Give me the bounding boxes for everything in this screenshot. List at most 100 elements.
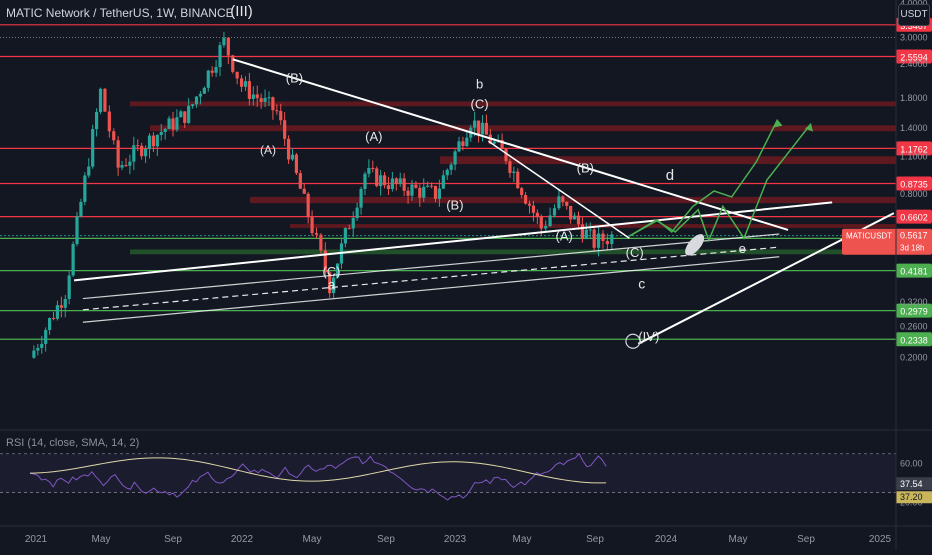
wave-label: (C) <box>471 96 489 111</box>
candle <box>239 78 244 87</box>
price-label: 0.2338 <box>900 335 928 345</box>
candle <box>544 226 548 229</box>
candle <box>247 81 251 99</box>
y-tick-label: 2.4000 <box>900 59 928 69</box>
candle <box>132 145 136 162</box>
channel-mid <box>82 246 780 311</box>
candle <box>183 111 187 123</box>
candle <box>610 234 614 245</box>
candle <box>512 171 516 173</box>
descending-trendline <box>232 58 789 231</box>
wave-label: (C) <box>626 245 644 260</box>
candle <box>552 208 557 216</box>
candle <box>263 97 267 102</box>
candle <box>63 299 67 308</box>
price-zone <box>440 156 896 165</box>
candle <box>67 275 71 300</box>
candle <box>218 45 222 68</box>
candle <box>398 178 402 184</box>
candle <box>306 193 310 218</box>
rsi-band <box>0 453 896 493</box>
wave-label: a <box>328 276 336 292</box>
x-tick-label: 2023 <box>444 534 467 545</box>
price-label-tag <box>896 141 932 156</box>
candle <box>588 229 592 231</box>
candle <box>319 234 323 251</box>
candle <box>243 81 248 87</box>
candle <box>480 122 485 135</box>
candle <box>465 137 469 146</box>
candle <box>371 167 375 169</box>
rsi-ma-line <box>29 457 607 484</box>
candle <box>386 185 391 189</box>
projection-path-2 <box>629 123 812 243</box>
wave-label: (B) <box>577 160 594 175</box>
candle <box>527 203 532 206</box>
candle <box>147 135 152 149</box>
chart-title: MATIC Network / TetherUS, 1W, BINANCE <box>6 6 234 20</box>
candle <box>335 263 340 278</box>
candle <box>128 161 132 166</box>
y-tick-label: 3.0000 <box>900 33 928 43</box>
y-tick-label: 1.4000 <box>900 123 928 133</box>
currency-button[interactable]: USDT <box>898 4 930 26</box>
y-tick-label: 0.2600 <box>900 322 928 332</box>
candle <box>32 350 36 358</box>
price-label: 0.8735 <box>900 180 928 190</box>
candle <box>171 118 175 130</box>
price-label-tag <box>896 303 932 318</box>
candle <box>441 175 445 189</box>
lightning-icon <box>625 333 641 349</box>
x-tick-label: Sep <box>797 534 815 545</box>
candle <box>298 173 302 189</box>
candle <box>44 330 48 344</box>
candle <box>255 94 259 99</box>
rsi-value-tag <box>896 477 932 491</box>
candle <box>355 207 359 219</box>
candle <box>214 67 218 73</box>
candle <box>136 145 140 147</box>
candle <box>422 186 426 198</box>
wave-label: (A) <box>365 129 382 144</box>
projection-arrow <box>773 119 783 128</box>
candle <box>445 169 449 176</box>
candle <box>402 178 406 191</box>
candle <box>596 233 601 248</box>
wave-label: d <box>666 167 674 184</box>
price-label-tag <box>896 332 932 347</box>
candle <box>40 343 44 348</box>
candle <box>449 164 453 170</box>
candle <box>508 161 512 173</box>
candle <box>79 201 83 217</box>
wave-labels: (III)(B)(A)(A)b(C)(B)(B)(A)(C)(C)a cde(IV… <box>230 3 746 344</box>
candle <box>231 55 235 72</box>
wave-label: (III) <box>230 3 253 20</box>
wave-label: (C) <box>322 264 340 279</box>
x-tick-label: May <box>303 534 322 545</box>
rsi-value: 37.54 <box>900 479 923 489</box>
candle <box>343 228 347 244</box>
candle <box>332 277 336 294</box>
price-label: 2.5594 <box>900 52 928 62</box>
y-tick-label: 1.1000 <box>900 151 928 161</box>
wave-label: e <box>739 241 746 256</box>
wave-label: b <box>476 77 483 92</box>
price-zone <box>130 101 896 107</box>
candle <box>103 88 107 112</box>
candle <box>429 185 434 187</box>
ascending-trendline <box>73 201 833 282</box>
channel-lower <box>82 256 780 323</box>
candle <box>290 154 295 160</box>
candle <box>222 37 226 46</box>
price-zone <box>130 249 896 255</box>
candle <box>251 94 255 99</box>
y-tick-label: 0.2000 <box>900 353 928 363</box>
candle <box>91 129 95 167</box>
countdown: 3d 18h <box>900 244 924 253</box>
candle <box>187 105 191 123</box>
price-label-tag <box>896 263 932 278</box>
x-tick-label: 2022 <box>231 534 254 545</box>
candle <box>433 186 438 199</box>
